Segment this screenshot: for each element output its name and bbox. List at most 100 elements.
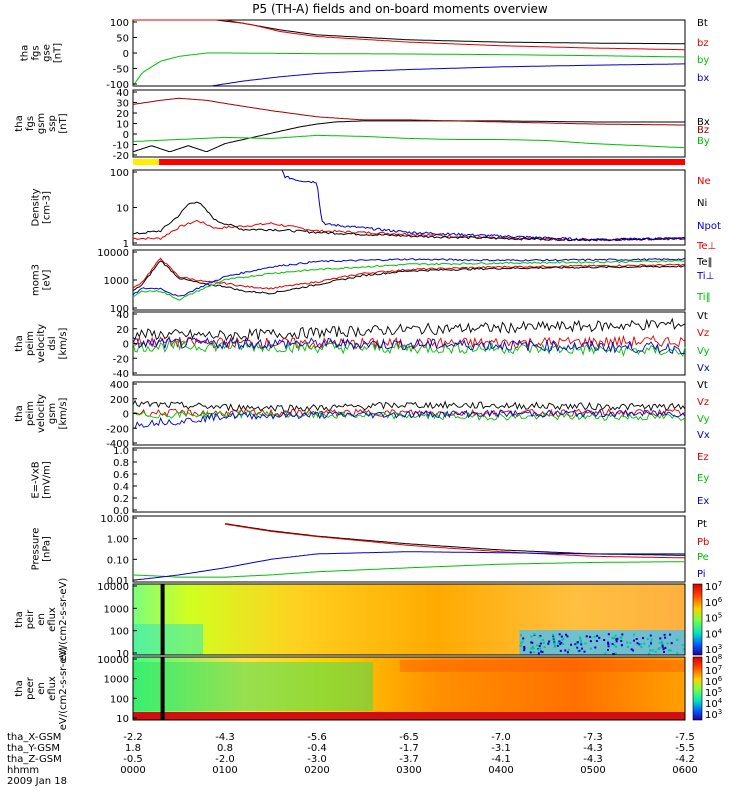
p9-low-energy-blue	[519, 630, 685, 655]
p9-speckle	[561, 638, 564, 641]
p9-speckle	[619, 636, 622, 639]
footer-tick-y: -5.5	[675, 743, 695, 754]
footer-tick-x: -7.5	[675, 732, 695, 743]
p9-speckle	[635, 637, 638, 640]
p9-speckle	[523, 649, 526, 652]
p1-panel: Bt bz by bx 100 50 0 -50 -100 tha fgs gse [nT]	[20, 18, 710, 91]
p10-ytick-label: 100	[110, 694, 129, 705]
p2-series-0	[132, 120, 685, 153]
p9-speckle	[580, 641, 583, 644]
p10-ylabel-line: en	[36, 682, 47, 695]
p9-speckle	[669, 633, 672, 636]
p9-speckle	[578, 649, 581, 652]
p9-speckle	[664, 636, 667, 639]
footer-label-time: hhmm	[7, 765, 39, 776]
p6-ylabel-line: tha	[14, 405, 25, 421]
p9-speckle	[579, 640, 582, 643]
footer-label-x: tha_X-GSM	[7, 732, 61, 743]
p6-ytick-label: 400	[110, 380, 129, 391]
p3-ytick-label: 100	[110, 168, 129, 179]
p10-ylabel: tha peer en eflux eV/(cm2-s-sr-eV)	[14, 647, 69, 731]
p9-speckle	[566, 635, 569, 638]
p5-series-0	[132, 317, 686, 342]
footer-tick-z: -3.0	[307, 754, 327, 765]
footer-tick-x: -2.2	[123, 732, 143, 743]
p1-ylabel-line: [nT]	[53, 43, 64, 63]
p8-legend-2: Pe	[697, 552, 709, 563]
p6-ylabel-line: gsm	[47, 403, 58, 424]
p9-speckle	[661, 645, 664, 648]
p2-ytick-label: 30	[116, 99, 129, 110]
p10-ylabel-line: eflux	[47, 676, 58, 701]
p5-ylabel-line: dsl	[47, 336, 58, 350]
p9-colorbar-label: 105	[705, 612, 722, 625]
p9-speckle	[552, 636, 555, 639]
p3-ytick-label: 10	[116, 204, 129, 215]
p9-speckle	[607, 633, 610, 636]
footer-tick-z: -3.7	[399, 754, 419, 765]
p9-speckle	[521, 640, 524, 643]
p9-speckle	[576, 646, 579, 649]
footer-date: 2009 Jan 18	[7, 776, 67, 787]
p8-ytick-label: 0.10	[107, 555, 129, 566]
p5-ylabel-line: [km/s]	[58, 327, 69, 359]
p2-ylabel-line: [nT]	[58, 113, 69, 133]
p9-speckle	[658, 641, 661, 644]
p1-ylabel-line: fgs	[31, 45, 42, 60]
p7-legend-1: Ey	[697, 473, 709, 484]
p2-frame	[132, 89, 686, 158]
p9-speckle	[596, 634, 599, 637]
p2-ytick-label: 20	[116, 109, 129, 120]
p9-speckle	[630, 648, 633, 651]
p9-speckle	[543, 646, 546, 649]
p8-series-2	[132, 561, 685, 578]
p9-speckle	[669, 649, 672, 652]
p6-series-0	[132, 399, 686, 412]
p5-legend-0: Vt	[697, 311, 708, 322]
footer-tick-x: -5.6	[307, 732, 327, 743]
p9-speckle	[530, 647, 533, 650]
p9-speckle	[560, 641, 563, 644]
p9-speckle	[559, 643, 562, 646]
p9-speckle	[562, 638, 565, 641]
p9-speckle	[529, 651, 532, 654]
p9-speckle	[566, 651, 569, 654]
p9-speckle	[613, 637, 616, 640]
p9-speckle	[551, 633, 554, 636]
p4-legend-0: Te⊥	[696, 241, 716, 252]
p9-speckle	[639, 643, 642, 646]
p7-legend-2: Ex	[697, 496, 709, 507]
p4-series-1	[132, 260, 686, 295]
p9-speckle	[579, 636, 582, 639]
p4-series-3	[132, 259, 686, 301]
p8-panel: Pt Pb Pe Pi 10.00 1.00 0.10 0.01 Pressure [nPa]	[31, 514, 710, 587]
p9-speckle	[580, 643, 583, 646]
footer-tick-time: 0300	[396, 765, 421, 776]
p1-ytick-label: 50	[116, 34, 129, 45]
p9-speckle	[554, 645, 557, 648]
p4-legend-2: Ti⊥	[696, 271, 714, 282]
p6-panel: Vt Vz Vy Vx 400 200 0 -200 -400 tha peim velocity gs…	[14, 380, 710, 450]
p9-speckle	[537, 648, 540, 651]
p10-ytick-label: 1000	[104, 675, 129, 686]
footer-tick-x: -7.3	[583, 732, 603, 743]
p10-bottom-band	[133, 712, 685, 720]
p9-speckle	[576, 641, 579, 644]
p10-early-green	[133, 662, 373, 711]
p7-frame	[132, 447, 686, 513]
p9-colorbar-label: 104	[705, 627, 723, 640]
p2-legend-0: Bx	[697, 117, 710, 128]
p9-speckle	[638, 643, 641, 646]
p1-series-0	[133, 19, 686, 45]
p7-legend-0: Ez	[697, 452, 709, 463]
p6-legend-2: Vy	[697, 414, 710, 425]
footer-tick-time: 0500	[580, 765, 605, 776]
p9-ytick-label: 1000	[104, 604, 129, 615]
p9-ylabel-line: tha	[14, 611, 25, 627]
p5-panel: Vt Vz Vy Vx 40 20 0 -20 -40 tha peim velocity dsl [km…	[14, 310, 710, 380]
p5-ytick-label: 20	[116, 325, 129, 336]
p1-legend-2: by	[697, 55, 709, 66]
p9-speckle	[662, 648, 665, 651]
p3-ylabel: Density [cm-3]	[31, 188, 53, 226]
p9-ylabel-line: eV/(cm2-s-sr-eV)	[58, 578, 69, 662]
